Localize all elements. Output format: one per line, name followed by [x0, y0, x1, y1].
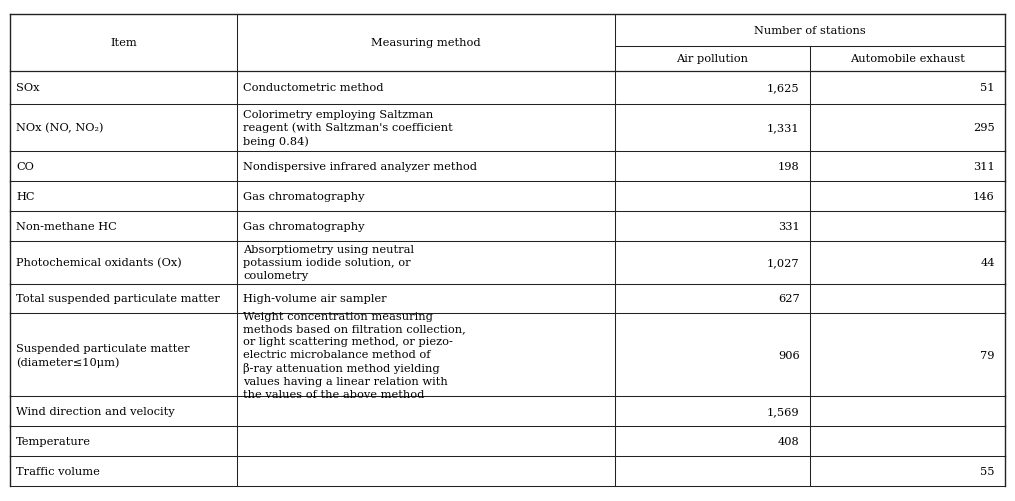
Text: Number of stations: Number of stations	[754, 26, 866, 36]
Text: 408: 408	[777, 436, 800, 446]
Text: High-volume air sampler: High-volume air sampler	[243, 294, 387, 304]
Text: Absorptiometry using neutral
potassium iodide solution, or
coulometry: Absorptiometry using neutral potassium i…	[243, 245, 414, 280]
Text: Air pollution: Air pollution	[676, 54, 748, 64]
Text: 146: 146	[973, 191, 995, 201]
Text: 1,331: 1,331	[767, 123, 800, 133]
Text: Automobile exhaust: Automobile exhaust	[850, 54, 965, 64]
Text: Suspended particulate matter
(diameter≤10μm): Suspended particulate matter (diameter≤1…	[16, 343, 190, 367]
Text: Weight concentration measuring
methods based on filtration collection,
or light : Weight concentration measuring methods b…	[243, 311, 466, 399]
Text: Photochemical oxidants (Ox): Photochemical oxidants (Ox)	[16, 258, 182, 268]
Text: 906: 906	[777, 350, 800, 360]
Text: Gas chromatography: Gas chromatography	[243, 221, 364, 231]
Text: NOx (NO, NO₂): NOx (NO, NO₂)	[16, 123, 104, 133]
Text: 1,027: 1,027	[767, 258, 800, 268]
Text: Total suspended particulate matter: Total suspended particulate matter	[16, 294, 220, 304]
Text: 311: 311	[973, 161, 995, 171]
Text: 627: 627	[777, 294, 800, 304]
Text: 51: 51	[980, 83, 995, 93]
Text: Conductometric method: Conductometric method	[243, 83, 384, 93]
Text: Temperature: Temperature	[16, 436, 91, 446]
Text: HC: HC	[16, 191, 35, 201]
Text: 1,625: 1,625	[767, 83, 800, 93]
Text: Colorimetry employing Saltzman
reagent (with Saltzman's coefficient
being 0.84): Colorimetry employing Saltzman reagent (…	[243, 110, 453, 147]
Text: Nondispersive infrared analyzer method: Nondispersive infrared analyzer method	[243, 161, 477, 171]
Text: 79: 79	[980, 350, 995, 360]
Text: 331: 331	[777, 221, 800, 231]
Text: Gas chromatography: Gas chromatography	[243, 191, 364, 201]
Text: CO: CO	[16, 161, 35, 171]
Text: 55: 55	[980, 466, 995, 476]
Text: Wind direction and velocity: Wind direction and velocity	[16, 406, 175, 416]
Text: 44: 44	[980, 258, 995, 268]
Text: Traffic volume: Traffic volume	[16, 466, 100, 476]
Text: Measuring method: Measuring method	[371, 38, 481, 48]
Text: Item: Item	[111, 38, 137, 48]
Text: 295: 295	[973, 123, 995, 133]
Text: SOx: SOx	[16, 83, 40, 93]
Text: 1,569: 1,569	[767, 406, 800, 416]
Text: Non-methane HC: Non-methane HC	[16, 221, 117, 231]
Text: 198: 198	[777, 161, 800, 171]
